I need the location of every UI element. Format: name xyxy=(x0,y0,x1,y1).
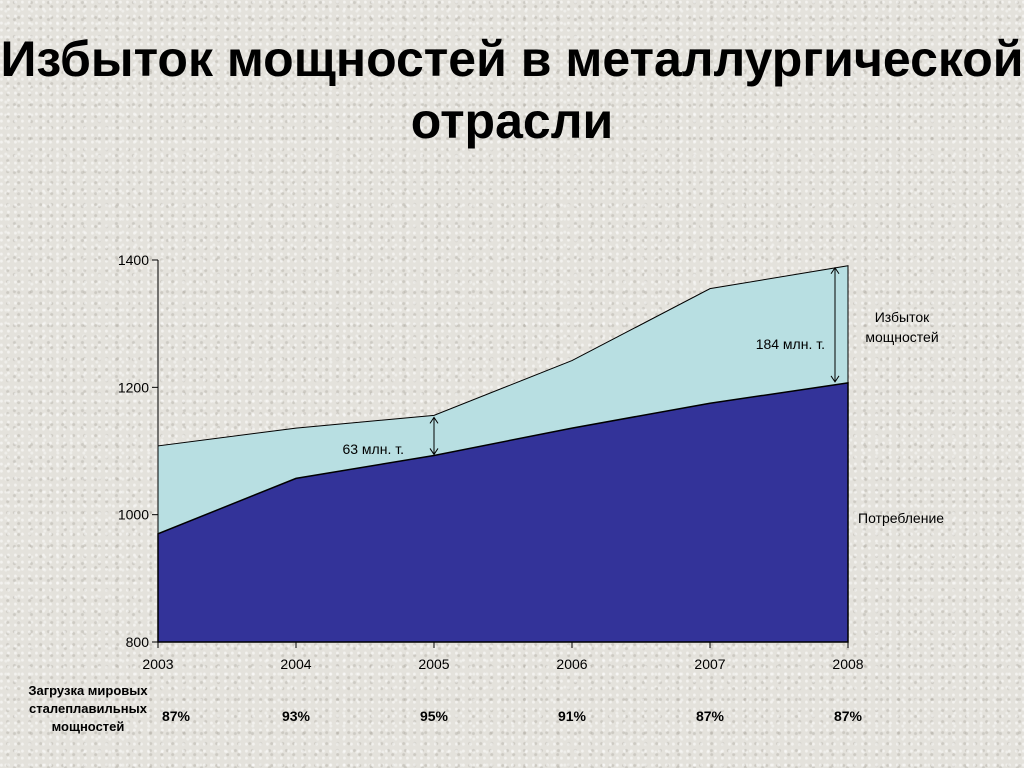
load-caption: Загрузка мировых сталеплавильных мощност… xyxy=(28,683,148,734)
legend-capacity-surplus: Избыток мощностей xyxy=(852,307,952,347)
y-tick-label: 1400 xyxy=(118,252,149,268)
legend-consumption: Потребление xyxy=(858,508,968,528)
page-title: Избыток мощностей в металлургической отр… xyxy=(0,31,1024,149)
x-tick-label: 2004 xyxy=(280,656,311,672)
y-tick-label: 1000 xyxy=(118,507,149,523)
annotation-label: 63 млн. т. xyxy=(342,441,404,457)
y-tick-label: 1200 xyxy=(118,379,149,395)
legend-consumption-label: Потребление xyxy=(858,510,945,526)
load-value: 87% xyxy=(162,708,191,724)
arrow-head xyxy=(830,266,840,275)
load-value: 93% xyxy=(282,708,311,724)
load-value: 95% xyxy=(420,708,449,724)
arrow-head xyxy=(429,448,439,456)
arrow-head xyxy=(830,375,840,383)
x-tick-label: 2003 xyxy=(142,656,173,672)
annotation-label: 184 млн. т. xyxy=(756,336,825,352)
legend-capacity-surplus-label: Избыток мощностей xyxy=(865,309,939,345)
load-value: 91% xyxy=(558,708,587,724)
x-tick-label: 2006 xyxy=(556,656,587,672)
x-tick-label: 2008 xyxy=(832,656,863,672)
arrow-head xyxy=(429,416,439,424)
load-value: 87% xyxy=(834,708,863,724)
x-tick-label: 2005 xyxy=(418,656,449,672)
x-tick-label: 2007 xyxy=(694,656,725,672)
series-consumption-area xyxy=(157,382,849,643)
load-value: 87% xyxy=(696,708,725,724)
y-tick-label: 800 xyxy=(126,634,150,650)
